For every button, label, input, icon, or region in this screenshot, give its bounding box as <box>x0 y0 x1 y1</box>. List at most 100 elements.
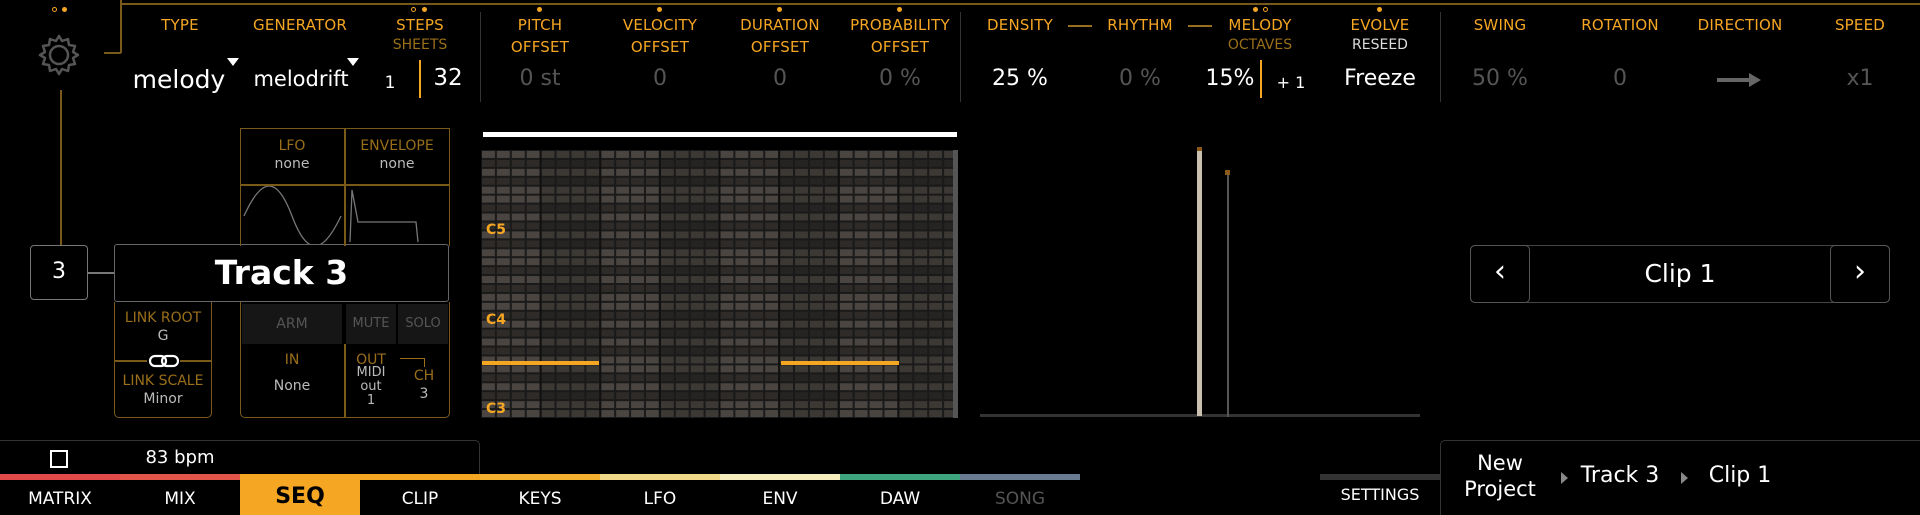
tab-color-bar <box>0 474 120 480</box>
type-value[interactable]: melody <box>132 65 226 94</box>
tempo-value[interactable]: 83 bpm <box>145 447 215 468</box>
solo-button[interactable]: SOLO <box>398 304 448 344</box>
probability-offset-label2: OFFSET <box>870 38 930 56</box>
tab-song[interactable]: SONG <box>994 489 1046 509</box>
ch-label: CH <box>413 368 435 384</box>
tab-color-bar <box>720 474 840 480</box>
tab-matrix[interactable]: MATRIX <box>28 489 92 509</box>
melody-octaves-value[interactable]: + 1 <box>1276 73 1306 92</box>
note-label-c5: C5 <box>486 222 507 238</box>
indicator-dot <box>62 7 67 12</box>
evolve-label: EVOLVE <box>1350 16 1410 34</box>
meter-line <box>1227 172 1229 417</box>
generator-value[interactable]: melodrift <box>253 67 349 91</box>
link-divider <box>114 360 147 362</box>
breadcrumb-clip[interactable]: Clip 1 <box>1708 463 1772 488</box>
steps-dot <box>411 7 416 12</box>
tab-daw[interactable]: DAW <box>879 489 921 509</box>
rotation-label: ROTATION <box>1581 16 1659 34</box>
pitch-offset-value[interactable]: 0 st <box>519 66 561 91</box>
out-value[interactable]: MIDI out 1 <box>347 366 395 408</box>
tab-mix[interactable]: MIX <box>164 489 196 509</box>
swing-value[interactable]: 50 % <box>1472 66 1528 91</box>
header-separator <box>960 12 961 102</box>
lfo-label: LFO <box>278 138 306 154</box>
indicator-dot <box>52 7 57 12</box>
track-number-box[interactable]: 3 <box>30 245 88 300</box>
evolve-reseed-label[interactable]: RESEED <box>1352 37 1408 53</box>
tab-lfo[interactable]: LFO <box>643 489 677 509</box>
tab-color-bar <box>120 474 240 480</box>
piano-roll[interactable] <box>480 150 959 418</box>
breadcrumb <box>1440 440 1920 515</box>
tab-env[interactable]: ENV <box>762 489 798 509</box>
evolve-value[interactable]: Freeze <box>1344 66 1416 91</box>
breadcrumb-chevron-icon <box>1561 472 1568 484</box>
ch-bracket <box>400 358 425 367</box>
tab-color-bar <box>240 474 360 480</box>
density-value[interactable]: 25 % <box>992 66 1048 91</box>
clip-name[interactable]: Clip 1 <box>1644 259 1716 288</box>
breadcrumb-chevron-icon <box>1681 472 1688 484</box>
generator-dropdown-icon[interactable] <box>347 58 359 66</box>
link-scale-value[interactable]: Minor <box>143 391 183 407</box>
melody-value[interactable]: 15% <box>1205 66 1255 91</box>
clip-prev-button[interactable]: ‹ <box>1470 245 1530 303</box>
envelope-value[interactable]: none <box>379 156 415 172</box>
tab-clip[interactable]: CLIP <box>401 489 439 509</box>
velocity-offset-value[interactable]: 0 <box>653 66 667 91</box>
tab-color-bar <box>480 474 600 480</box>
breadcrumb-project[interactable]: New Project <box>1445 450 1555 502</box>
duration-dot <box>777 7 782 12</box>
pitch-offset-label2: OFFSET <box>510 38 570 56</box>
track-name-box[interactable]: Track 3 <box>114 244 449 302</box>
note[interactable] <box>781 361 899 365</box>
panel-divider <box>344 128 346 246</box>
rhythm-label: RHYTHM <box>1107 16 1173 34</box>
breadcrumb-track[interactable]: Track 3 <box>1580 463 1660 488</box>
lfo-value[interactable]: none <box>274 156 310 172</box>
settings-gear-icon[interactable] <box>36 32 82 78</box>
swing-label: SWING <box>1473 16 1527 34</box>
tab-keys[interactable]: KEYS <box>518 489 562 509</box>
track-name: Track 3 <box>214 253 349 292</box>
tab-color-bar <box>600 474 720 480</box>
out-label: OUT <box>356 352 386 368</box>
tab-seq[interactable]: SEQ <box>240 478 360 515</box>
rhythm-value[interactable]: 0 % <box>1119 66 1161 91</box>
header-top-line <box>120 3 1920 5</box>
pitch-offset-label: PITCH <box>517 16 563 34</box>
note-label-c3: C3 <box>486 401 507 417</box>
probability-offset-value[interactable]: 0 % <box>879 66 921 91</box>
note[interactable] <box>482 361 599 365</box>
duration-offset-value[interactable]: 0 <box>773 66 787 91</box>
rotation-value[interactable]: 0 <box>1613 66 1627 91</box>
envelope-waveform[interactable] <box>346 186 448 244</box>
velocity-offset-label2: OFFSET <box>630 38 690 56</box>
envelope-label: ENVELOPE <box>360 138 434 154</box>
generator-label: GENERATOR <box>253 16 347 34</box>
settings-tab[interactable]: SETTINGS <box>1340 485 1420 504</box>
mute-label: MUTE <box>352 316 390 331</box>
type-dropdown-icon[interactable] <box>227 58 239 66</box>
settings-bar <box>1320 474 1440 480</box>
arm-button[interactable]: ARM <box>242 304 342 344</box>
clip-next-button[interactable]: › <box>1830 245 1890 303</box>
lfo-waveform[interactable] <box>242 185 343 247</box>
mute-button[interactable]: MUTE <box>346 304 396 344</box>
pitch-dot <box>537 7 542 12</box>
panel-divider <box>240 184 450 186</box>
arm-label: ARM <box>276 316 308 332</box>
link-root-value[interactable]: G <box>157 328 169 344</box>
steps-value[interactable]: 32 <box>433 65 463 91</box>
in-value[interactable]: None <box>273 378 311 394</box>
steps-sheets-value[interactable]: 1 <box>384 73 396 93</box>
arrow-right-icon[interactable] <box>1715 70 1765 90</box>
speed-value[interactable]: x1 <box>1846 66 1874 91</box>
meter-cap <box>1225 170 1230 175</box>
link-chain-icon[interactable] <box>148 352 180 370</box>
ch-value[interactable]: 3 <box>419 386 429 402</box>
connector-line <box>60 90 62 245</box>
speed-label: SPEED <box>1834 16 1886 34</box>
stop-icon[interactable] <box>50 450 68 468</box>
